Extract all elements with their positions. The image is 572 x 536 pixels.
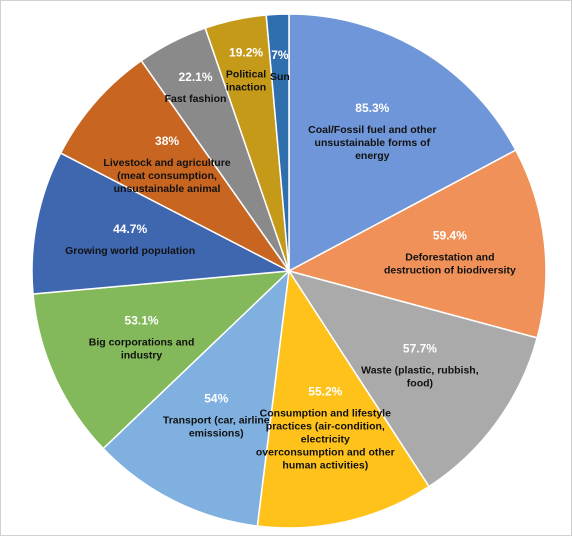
- slice-label: 19.2% Political inaction: [215, 45, 277, 94]
- pie-slice: [287, 269, 539, 488]
- value-label: 44.7%: [113, 221, 148, 236]
- category-label: Coal/Fossil fuel and other unsustainable…: [308, 123, 437, 163]
- pie-slice: [288, 13, 517, 273]
- slice-label: 7% Sun: [249, 48, 311, 84]
- pie-slice: [256, 268, 431, 529]
- category-label: Waste (plastic, rubbish, food): [361, 364, 479, 390]
- slice-label: 54% Transport (car, airline emissions): [146, 391, 286, 440]
- slice-label: 59.4% Deforestation and destruction of bi…: [380, 228, 520, 277]
- pie-slice: [32, 270, 292, 450]
- slice-label: 53.1% Big corporations and industry: [72, 313, 212, 362]
- slice-label: 85.3% Coal/Fossil fuel and other unsustai…: [302, 101, 442, 163]
- value-label: 19.2%: [229, 45, 264, 60]
- pie-slice: [286, 149, 547, 339]
- category-label: Deforestation and destruction of biodive…: [383, 251, 516, 277]
- pie-slice: [31, 152, 292, 295]
- category-label: Political inaction: [225, 68, 267, 94]
- category-label: Growing world population: [65, 244, 196, 257]
- pie-slice: [265, 13, 290, 272]
- pie-slice: [59, 59, 290, 272]
- slice-label: 44.7% Growing world population: [60, 222, 200, 258]
- slice-label: 57.7% Waste (plastic, rubbish, food): [350, 342, 490, 391]
- category-label: Livestock and agriculture (meat consumpt…: [103, 156, 231, 195]
- slice-label: 55.2% Consumption and lifestyle practices…: [255, 384, 395, 473]
- category-label: Transport (car, airline emissions): [162, 414, 270, 440]
- category-label: Fast fashion: [164, 92, 227, 105]
- slice-label: 22.1% Fast fashion: [164, 69, 227, 106]
- pie-slice: [102, 269, 291, 527]
- value-label: 85.3%: [355, 100, 390, 115]
- value-label: 55.2%: [308, 384, 343, 399]
- value-label: 7%: [271, 47, 289, 62]
- value-label: 57.7%: [402, 341, 437, 356]
- value-label: 59.4%: [432, 228, 467, 243]
- category-label: Big corporations and industry: [88, 336, 195, 362]
- value-label: 53.1%: [124, 313, 159, 328]
- value-label: 38%: [155, 133, 180, 148]
- category-label: Sun: [269, 70, 290, 83]
- slice-label: 38% Livestock and agriculture (meat consu…: [97, 133, 237, 195]
- value-label: 54%: [204, 391, 229, 406]
- category-label: Consumption and lifestyle practices (air…: [255, 407, 395, 472]
- value-label: 22.1%: [178, 69, 213, 84]
